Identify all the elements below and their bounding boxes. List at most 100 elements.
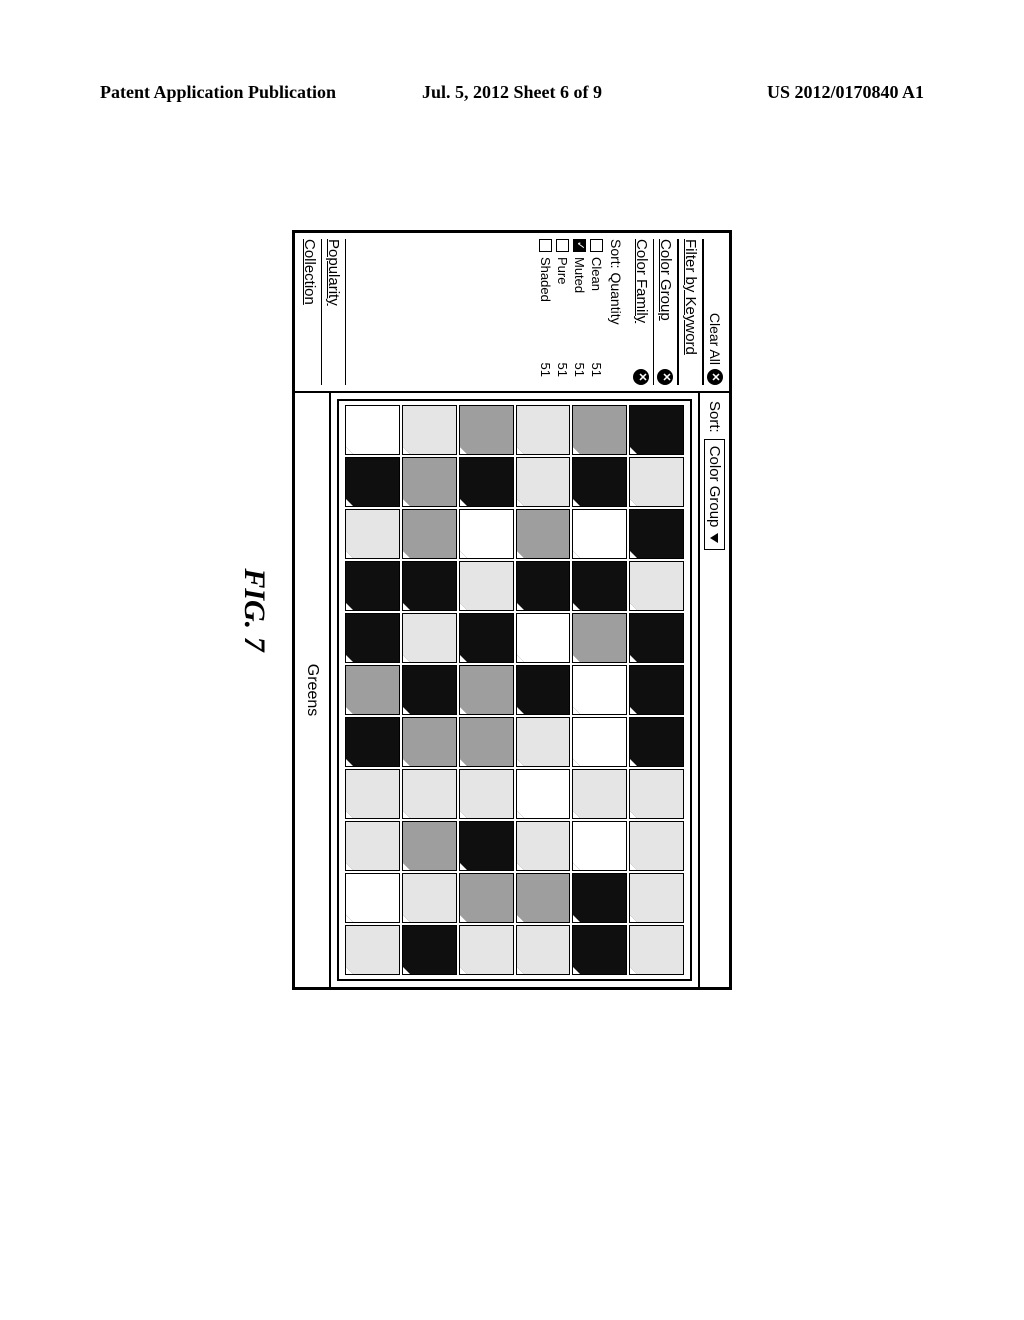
color-category-footer: Greens [295,393,331,987]
close-icon[interactable]: ✕ [707,369,723,385]
color-swatch[interactable] [459,717,514,767]
color-swatch[interactable] [345,457,400,507]
color-swatch[interactable] [629,665,684,715]
sort-option[interactable]: ✓Muted51 [571,239,588,385]
color-swatch[interactable] [402,457,457,507]
sort-option[interactable]: Pure51 [554,239,571,385]
color-swatch[interactable] [629,925,684,975]
color-swatch[interactable] [572,561,627,611]
swatch-flag-icon [516,550,525,559]
color-swatch[interactable] [516,457,571,507]
collection-link[interactable]: Collection [298,239,322,385]
swatch-grid [337,399,692,981]
color-swatch[interactable] [629,821,684,871]
swatch-flag-icon [629,758,638,767]
color-swatch[interactable] [459,405,514,455]
color-swatch[interactable] [516,717,571,767]
popularity-link[interactable]: Popularity [322,239,346,385]
color-swatch[interactable] [629,405,684,455]
color-swatch[interactable] [516,821,571,871]
color-swatch[interactable] [402,717,457,767]
color-swatch[interactable] [345,769,400,819]
color-swatch[interactable] [572,873,627,923]
color-swatch[interactable] [402,405,457,455]
color-swatch[interactable] [459,457,514,507]
color-swatch[interactable] [629,873,684,923]
color-swatch[interactable] [459,873,514,923]
color-swatch[interactable] [516,613,571,663]
color-swatch[interactable] [402,925,457,975]
color-swatch[interactable] [345,821,400,871]
clear-all-button[interactable]: Clear All ✕ [702,239,726,385]
sidebar: Clear All ✕ Filter by Keyword Color Grou… [295,233,729,393]
color-group-accordion[interactable]: Color Group ✕ [653,239,677,385]
color-swatch[interactable] [459,665,514,715]
color-swatch[interactable] [402,509,457,559]
checkbox-icon[interactable]: ✓ [573,239,586,252]
color-swatch[interactable] [459,613,514,663]
color-swatch[interactable] [572,821,627,871]
color-swatch[interactable] [572,925,627,975]
color-swatch[interactable] [345,925,400,975]
checkbox-icon[interactable] [590,239,603,252]
swatch-flag-icon [345,914,354,923]
color-swatch[interactable] [516,925,571,975]
color-swatch[interactable] [345,873,400,923]
color-swatch[interactable] [516,509,571,559]
color-swatch[interactable] [516,561,571,611]
color-family-accordion[interactable]: Color Family ✕ [630,239,653,385]
checkbox-icon[interactable] [539,239,552,252]
color-swatch[interactable] [629,769,684,819]
color-swatch[interactable] [572,509,627,559]
color-swatch[interactable] [345,613,400,663]
color-swatch[interactable] [345,717,400,767]
color-swatch[interactable] [345,561,400,611]
color-swatch[interactable] [629,717,684,767]
sort-option[interactable]: Shaded51 [537,239,554,385]
close-icon[interactable]: ✕ [634,369,650,385]
color-swatch[interactable] [345,405,400,455]
filter-keyword-button[interactable]: Filter by Keyword [677,239,702,385]
color-swatch[interactable] [459,925,514,975]
color-swatch[interactable] [572,769,627,819]
color-swatch[interactable] [402,769,457,819]
sort-option[interactable]: Clean51 [588,239,605,385]
color-swatch[interactable] [402,873,457,923]
color-swatch[interactable] [629,457,684,507]
color-swatch[interactable] [516,873,571,923]
color-swatch[interactable] [402,561,457,611]
color-swatch[interactable] [516,769,571,819]
swatch-flag-icon [402,550,411,559]
close-icon[interactable]: ✕ [658,369,674,385]
checkbox-icon[interactable] [556,239,569,252]
swatch-flag-icon [345,966,354,975]
sidebar-bottom-links: Popularity Collection [298,239,346,385]
color-swatch[interactable] [572,665,627,715]
color-swatch[interactable] [572,717,627,767]
color-swatch[interactable] [572,613,627,663]
color-swatch[interactable] [459,821,514,871]
color-group-label: Color Group [657,239,674,321]
swatch-flag-icon [572,966,581,975]
color-swatch[interactable] [629,613,684,663]
swatch-flag-icon [516,654,525,663]
swatch-flag-icon [402,498,411,507]
sort-dropdown[interactable]: Color Group [704,439,725,551]
color-swatch[interactable] [402,613,457,663]
color-swatch[interactable] [516,405,571,455]
color-swatch[interactable] [345,665,400,715]
color-swatch[interactable] [345,509,400,559]
swatch-flag-icon [402,654,411,663]
color-swatch[interactable] [516,665,571,715]
figure-container: Clear All ✕ Filter by Keyword Color Grou… [292,230,732,990]
color-swatch[interactable] [572,457,627,507]
swatch-flag-icon [402,602,411,611]
color-swatch[interactable] [629,509,684,559]
color-swatch[interactable] [629,561,684,611]
color-swatch[interactable] [459,509,514,559]
color-swatch[interactable] [459,561,514,611]
color-swatch[interactable] [402,665,457,715]
color-swatch[interactable] [459,769,514,819]
color-swatch[interactable] [572,405,627,455]
color-swatch[interactable] [402,821,457,871]
